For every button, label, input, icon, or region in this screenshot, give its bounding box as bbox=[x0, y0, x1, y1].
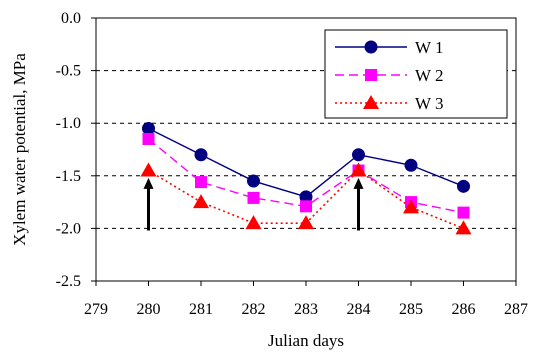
data-point bbox=[403, 199, 419, 214]
data-point bbox=[194, 148, 208, 162]
x-tick-label: 280 bbox=[137, 301, 161, 318]
legend-item: W 1 bbox=[335, 38, 444, 57]
y-tick-label: 0.0 bbox=[61, 10, 81, 27]
legend-label: W 2 bbox=[415, 66, 444, 85]
legend-label: W 3 bbox=[415, 94, 444, 113]
data-point bbox=[245, 215, 262, 230]
data-point bbox=[457, 179, 470, 193]
data-point bbox=[455, 220, 472, 235]
legend-marker bbox=[365, 69, 377, 81]
data-point bbox=[300, 200, 312, 213]
y-tick-label: -1.0 bbox=[56, 115, 81, 132]
x-tick-label: 284 bbox=[347, 301, 371, 318]
data-point bbox=[142, 121, 155, 135]
x-axis-title: Julian days bbox=[268, 331, 344, 350]
arrow-head bbox=[143, 177, 154, 189]
annotations bbox=[143, 177, 364, 231]
legend-item: W 3 bbox=[335, 94, 444, 113]
y-tick-label: -1.5 bbox=[56, 168, 81, 185]
data-point bbox=[352, 148, 365, 162]
x-tick-label: 287 bbox=[504, 301, 528, 318]
data-point bbox=[193, 194, 209, 209]
legend-item: W 2 bbox=[335, 66, 444, 85]
data-point bbox=[350, 162, 367, 177]
x-tick-label: 285 bbox=[399, 301, 423, 318]
y-tick-label: -0.5 bbox=[56, 63, 81, 80]
data-point bbox=[457, 206, 470, 219]
data-point bbox=[195, 176, 207, 189]
data-point bbox=[404, 158, 418, 172]
data-series bbox=[140, 121, 472, 235]
legend: W 1 W 2 W 3 bbox=[324, 29, 508, 119]
data-point bbox=[140, 162, 157, 177]
x-tick-label: 282 bbox=[242, 301, 266, 318]
legend-marker bbox=[364, 40, 378, 54]
x-tick-label: 286 bbox=[452, 301, 476, 318]
data-point bbox=[142, 132, 155, 145]
y-tick-label: -2.0 bbox=[56, 220, 81, 237]
y-tick-label: -2.5 bbox=[56, 273, 81, 290]
data-point bbox=[298, 215, 314, 230]
x-tick-label: 283 bbox=[294, 301, 318, 318]
legend-label: W 1 bbox=[415, 38, 444, 57]
arrow-head bbox=[353, 177, 364, 189]
x-tick-label: 279 bbox=[84, 301, 108, 318]
series-3 bbox=[140, 162, 472, 235]
data-point bbox=[247, 174, 260, 188]
data-point bbox=[247, 191, 260, 204]
x-tick-label: 281 bbox=[189, 301, 213, 318]
legend-marker bbox=[363, 95, 379, 109]
y-axis-title: Xylem water potential, MPa bbox=[10, 53, 29, 246]
series-1 bbox=[142, 121, 470, 204]
